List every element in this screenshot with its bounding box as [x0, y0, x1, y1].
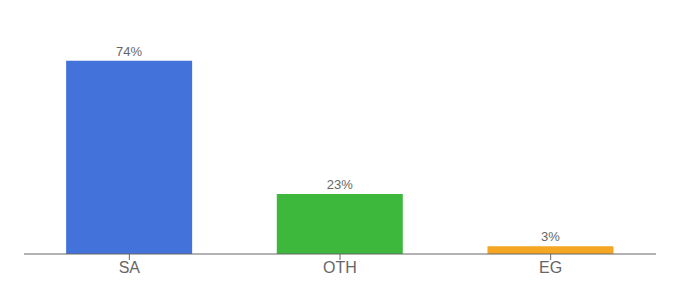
svg-text:SA: SA: [119, 259, 141, 276]
svg-text:OTH: OTH: [323, 259, 357, 276]
svg-text:23%: 23%: [327, 177, 353, 192]
svg-text:74%: 74%: [116, 44, 142, 59]
svg-text:EG: EG: [539, 259, 562, 276]
svg-text:3%: 3%: [541, 229, 560, 244]
